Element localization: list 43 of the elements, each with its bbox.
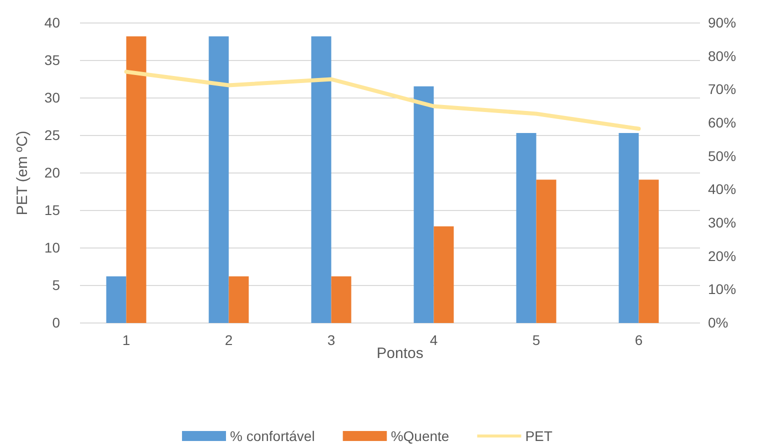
y-tick-label: 15: [44, 202, 60, 218]
bar: [618, 133, 639, 323]
bar: [208, 36, 229, 323]
y2-tick-label: 40%: [708, 181, 736, 198]
y-axis-title: PET (em ºC): [14, 130, 31, 216]
bar: [126, 36, 146, 323]
y2-tick-label: 80%: [708, 48, 736, 64]
y-tick-label: 25: [44, 126, 60, 143]
bar: [434, 226, 454, 323]
bar: [638, 180, 659, 323]
x-tick-label: 3: [327, 332, 336, 348]
y2-tick-label: 10%: [708, 281, 736, 298]
x-tick-label: 4: [430, 332, 438, 348]
y-tick-label: 30: [44, 89, 60, 106]
y-tick-label: 40: [44, 14, 60, 30]
bar: [536, 180, 556, 323]
y-tick-label: 10: [44, 239, 60, 256]
y2-tick-label: 30%: [708, 214, 736, 230]
line-series: [124, 70, 641, 131]
y-tick-label: 5: [52, 276, 60, 293]
bar: [106, 276, 126, 323]
bar: [228, 276, 249, 323]
bar: [516, 133, 536, 323]
legend-label: % confortável: [230, 428, 315, 444]
y2-tick-label: 90%: [708, 14, 736, 30]
y2-tick-label: 0%: [708, 314, 728, 330]
x-tick-label: 1: [122, 332, 130, 348]
y2-tick-label: 70%: [708, 81, 736, 98]
legend-label: PET: [525, 428, 553, 444]
x-axis-title: Pontos: [376, 345, 424, 362]
y2-tick-label: 20%: [708, 248, 736, 264]
y-tick-label: 35: [44, 52, 60, 68]
x-tick-label: 6: [634, 332, 643, 348]
x-tick-label: 2: [224, 332, 233, 348]
x-tick-label: 5: [532, 332, 540, 348]
y2-tick-label: 60%: [708, 114, 736, 130]
bar: [311, 36, 332, 323]
y-tick-label: 0: [52, 314, 60, 330]
y2-tick-label: 50%: [708, 148, 736, 164]
legend-label: %Quente: [390, 428, 450, 444]
bar: [414, 86, 434, 323]
y-tick-label: 20: [44, 164, 60, 180]
bar: [331, 276, 352, 323]
